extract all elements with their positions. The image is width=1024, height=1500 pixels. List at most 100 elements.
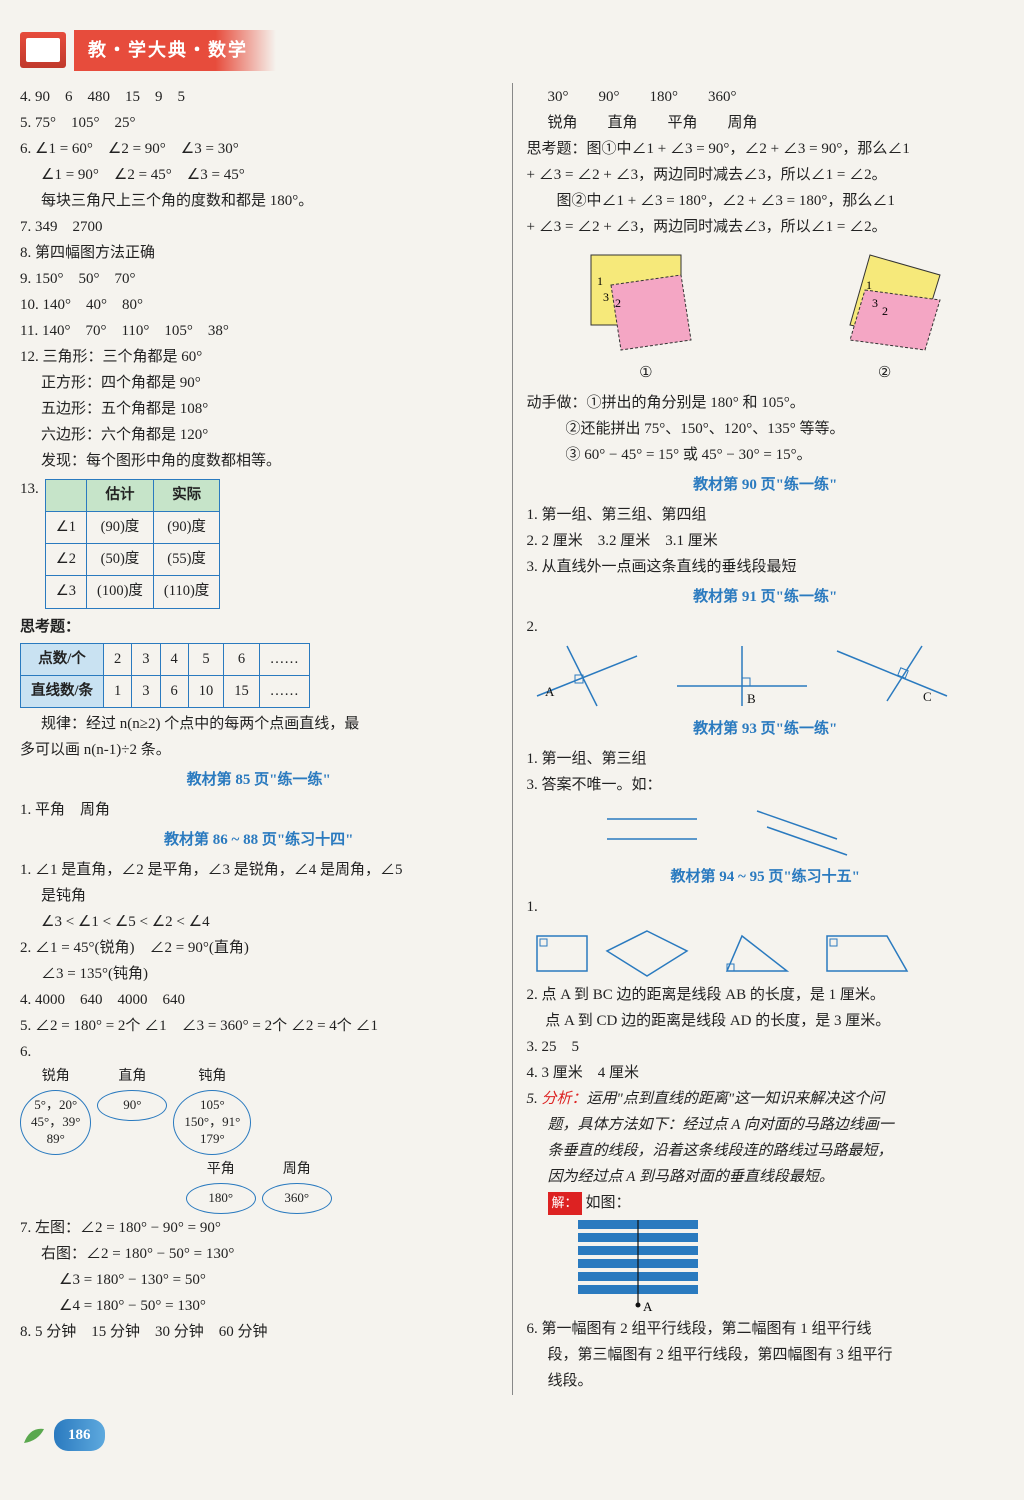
r-top2: 锐角 直角 平角 周角 xyxy=(527,111,1005,135)
figure-1: 1 3 2 xyxy=(571,245,721,355)
p94-2b: 点 A 到 CD 边的距离是线段 AD 的长度，是 3 厘米。 xyxy=(527,1009,1005,1033)
ans-6a: 6. ∠1 = 60° ∠2 = 90° ∠3 = 30° xyxy=(20,137,498,161)
p86-8: 8. 5 分钟 15 分钟 30 分钟 60 分钟 xyxy=(20,1320,498,1344)
tsk-h2: 2 xyxy=(104,643,132,675)
p86-7a: 7. 左图：∠2 = 180° − 90° = 90° xyxy=(20,1216,498,1240)
oval-d: 180° xyxy=(186,1183,256,1214)
lab-c: C xyxy=(923,689,932,704)
section-85: 教材第 85 页"练一练" xyxy=(20,768,498,792)
svg-text:1: 1 xyxy=(597,274,603,288)
section-86: 教材第 86 ~ 88 页"练习十四" xyxy=(20,828,498,852)
ds3: ③ 60° − 45° = 15° 或 45° − 30° = 15°。 xyxy=(527,443,1005,467)
perpendicular-figures: A B C xyxy=(527,641,957,711)
lab-a: A xyxy=(545,684,555,699)
oval-c: 105° 150°，91° 179° xyxy=(173,1090,251,1155)
r-sk3: 图②中∠1 + ∠3 = 180°，∠2 + ∠3 = 180°，那么∠1 xyxy=(527,189,1005,213)
r-sk1: 思考题：图①中∠1 + ∠3 = 90°，∠2 + ∠3 = 90°，那么∠1 xyxy=(527,137,1005,161)
oval-a: 5°，20° 45°，39° 89° xyxy=(20,1090,91,1155)
p86-5: 5. ∠2 = 180° = 2个 ∠1 ∠3 = 360° = 2个 ∠2 =… xyxy=(20,1014,498,1038)
oval-d-label: 平角 xyxy=(186,1159,256,1181)
tsk-c4: 10 xyxy=(188,675,224,707)
p91-2: 2. xyxy=(527,615,1005,639)
p94-5b: 运用"点到直线的距离"这一知识来解决这个问 xyxy=(587,1091,885,1107)
p94-1: 1. xyxy=(527,895,1005,919)
cap-1: ① xyxy=(639,361,652,385)
cap-2: ② xyxy=(878,361,891,385)
ans-12b: 正方形：四个角都是 90° xyxy=(20,371,498,395)
p90-2: 2. 2 厘米 3.2 厘米 3.1 厘米 xyxy=(527,529,1005,553)
p94-6b: 段，第三幅图有 2 组平行线段，第四幅图有 3 组平行 xyxy=(527,1343,1005,1367)
jie-label: 解： xyxy=(548,1192,582,1215)
p86-2a: 2. ∠1 = 45°(锐角) ∠2 = 90°(直角) xyxy=(20,936,498,960)
header-title: 教・学大典・数学 xyxy=(74,30,276,71)
t13-r2c2: (50)度 xyxy=(87,544,154,576)
t13-r2c1: ∠2 xyxy=(45,544,86,576)
p94-6c: 线段。 xyxy=(527,1369,1005,1393)
t13-r1c1: ∠1 xyxy=(45,511,86,543)
tsk-h5: 5 xyxy=(188,643,224,675)
oval-b-label: 直角 xyxy=(97,1066,167,1088)
r-sk2: + ∠3 = ∠2 + ∠3，两边同时减去∠3，所以∠1 = ∠2。 xyxy=(527,163,1005,187)
p85-1: 1. 平角 周角 xyxy=(20,798,498,822)
tsk-c5: 15 xyxy=(224,675,260,707)
t13-r3c1: ∠3 xyxy=(45,576,86,608)
p86-7b: 右图：∠2 = 180° − 50° = 130° xyxy=(20,1242,498,1266)
rule-a: 规律：经过 n(n≥2) 个点中的每两个点画直线，最 xyxy=(20,712,498,736)
tsk-c3: 6 xyxy=(160,675,188,707)
tsk-r1: 直线数/条 xyxy=(21,675,104,707)
section-93: 教材第 93 页"练一练" xyxy=(527,717,1005,741)
page-header: 教・学大典・数学 xyxy=(20,30,1004,71)
svg-text:1: 1 xyxy=(866,278,872,292)
p90-3: 3. 从直线外一点画这条直线的垂线段最短 xyxy=(527,555,1005,579)
t13-r3c3: (110)度 xyxy=(153,576,219,608)
oval-b: 90° xyxy=(97,1090,167,1121)
sikao-label: 思考题： xyxy=(20,615,498,639)
p94-3: 3. 25 5 xyxy=(527,1035,1005,1059)
p94-5c: 题，具体方法如下：经过点 A 向对面的马路边线画一 xyxy=(527,1113,1005,1137)
figure-captions: ① ② xyxy=(527,361,1005,385)
p93-3: 3. 答案不唯一。如： xyxy=(527,773,1005,797)
p94-6a: 6. 第一幅图有 2 组平行线段，第二幅图有 1 组平行线 xyxy=(527,1317,1005,1341)
p86-2b: ∠3 = 135°(钝角) xyxy=(20,962,498,986)
leaf-icon xyxy=(20,1423,48,1447)
oval-groups-2: 平角 180° 周角 360° xyxy=(20,1159,498,1214)
p86-1b: 是钝角 xyxy=(20,884,498,908)
p86-7d: ∠4 = 180° − 50° = 130° xyxy=(20,1294,498,1318)
tsk-c1: 1 xyxy=(104,675,132,707)
tsk-h7: …… xyxy=(259,643,309,675)
table-13: 估计 实际 ∠1 (90)度 (90)度 ∠2 (50)度 (55)度 ∠3 (… xyxy=(45,479,221,609)
two-column-layout: 4. 90 6 480 15 9 5 5. 75° 105° 25° 6. ∠1… xyxy=(20,83,1004,1395)
book-icon xyxy=(20,32,66,68)
oval-e-label: 周角 xyxy=(262,1159,332,1181)
right-column: 30° 90° 180° 360° 锐角 直角 平角 周角 思考题：图①中∠1 … xyxy=(527,83,1005,1395)
ans-6c: 每块三角尺上三个角的度数和都是 180°。 xyxy=(20,189,498,213)
bar-a: A xyxy=(643,1299,653,1314)
jie-after: 如图： xyxy=(586,1195,631,1211)
solution-box: 解：如图： A xyxy=(527,1191,1005,1315)
oval-e: 360° xyxy=(262,1183,332,1214)
page-footer: 186 xyxy=(20,1419,1004,1451)
p86-6: 6. xyxy=(20,1040,498,1064)
ans-13-label: 13. xyxy=(20,477,39,501)
section-94: 教材第 94 ~ 95 页"练习十五" xyxy=(527,865,1005,889)
tsk-c6: …… xyxy=(259,675,309,707)
tsk-h1: 点数/个 xyxy=(21,643,104,675)
t13-r1c2: (90)度 xyxy=(87,511,154,543)
left-column: 4. 90 6 480 15 9 5 5. 75° 105° 25° 6. ∠1… xyxy=(20,83,498,1395)
section-90: 教材第 90 页"练一练" xyxy=(527,473,1005,497)
ds2: ②还能拼出 75°、150°、120°、135° 等等。 xyxy=(527,417,1005,441)
fenxi: 分析： xyxy=(542,1091,587,1107)
figure-row-1: 1 3 2 1 3 2 xyxy=(527,245,1005,355)
ans-12a: 12. 三角形：三个角都是 60° xyxy=(20,345,498,369)
ans-4: 4. 90 6 480 15 9 5 xyxy=(20,85,498,109)
page-number: 186 xyxy=(54,1419,105,1451)
oval-c-label: 钝角 xyxy=(173,1066,251,1088)
ans-7: 7. 349 2700 xyxy=(20,215,498,239)
shapes-row xyxy=(527,921,957,981)
p93-1: 1. 第一组、第三组 xyxy=(527,747,1005,771)
ans-10: 10. 140° 40° 80° xyxy=(20,293,498,317)
p94-4: 4. 3 厘米 4 厘米 xyxy=(527,1061,1005,1085)
r-sk4: + ∠3 = ∠2 + ∠3，两边同时减去∠3，所以∠1 = ∠2。 xyxy=(527,215,1005,239)
figure-2: 1 3 2 xyxy=(810,245,960,355)
svg-text:3: 3 xyxy=(603,290,609,304)
